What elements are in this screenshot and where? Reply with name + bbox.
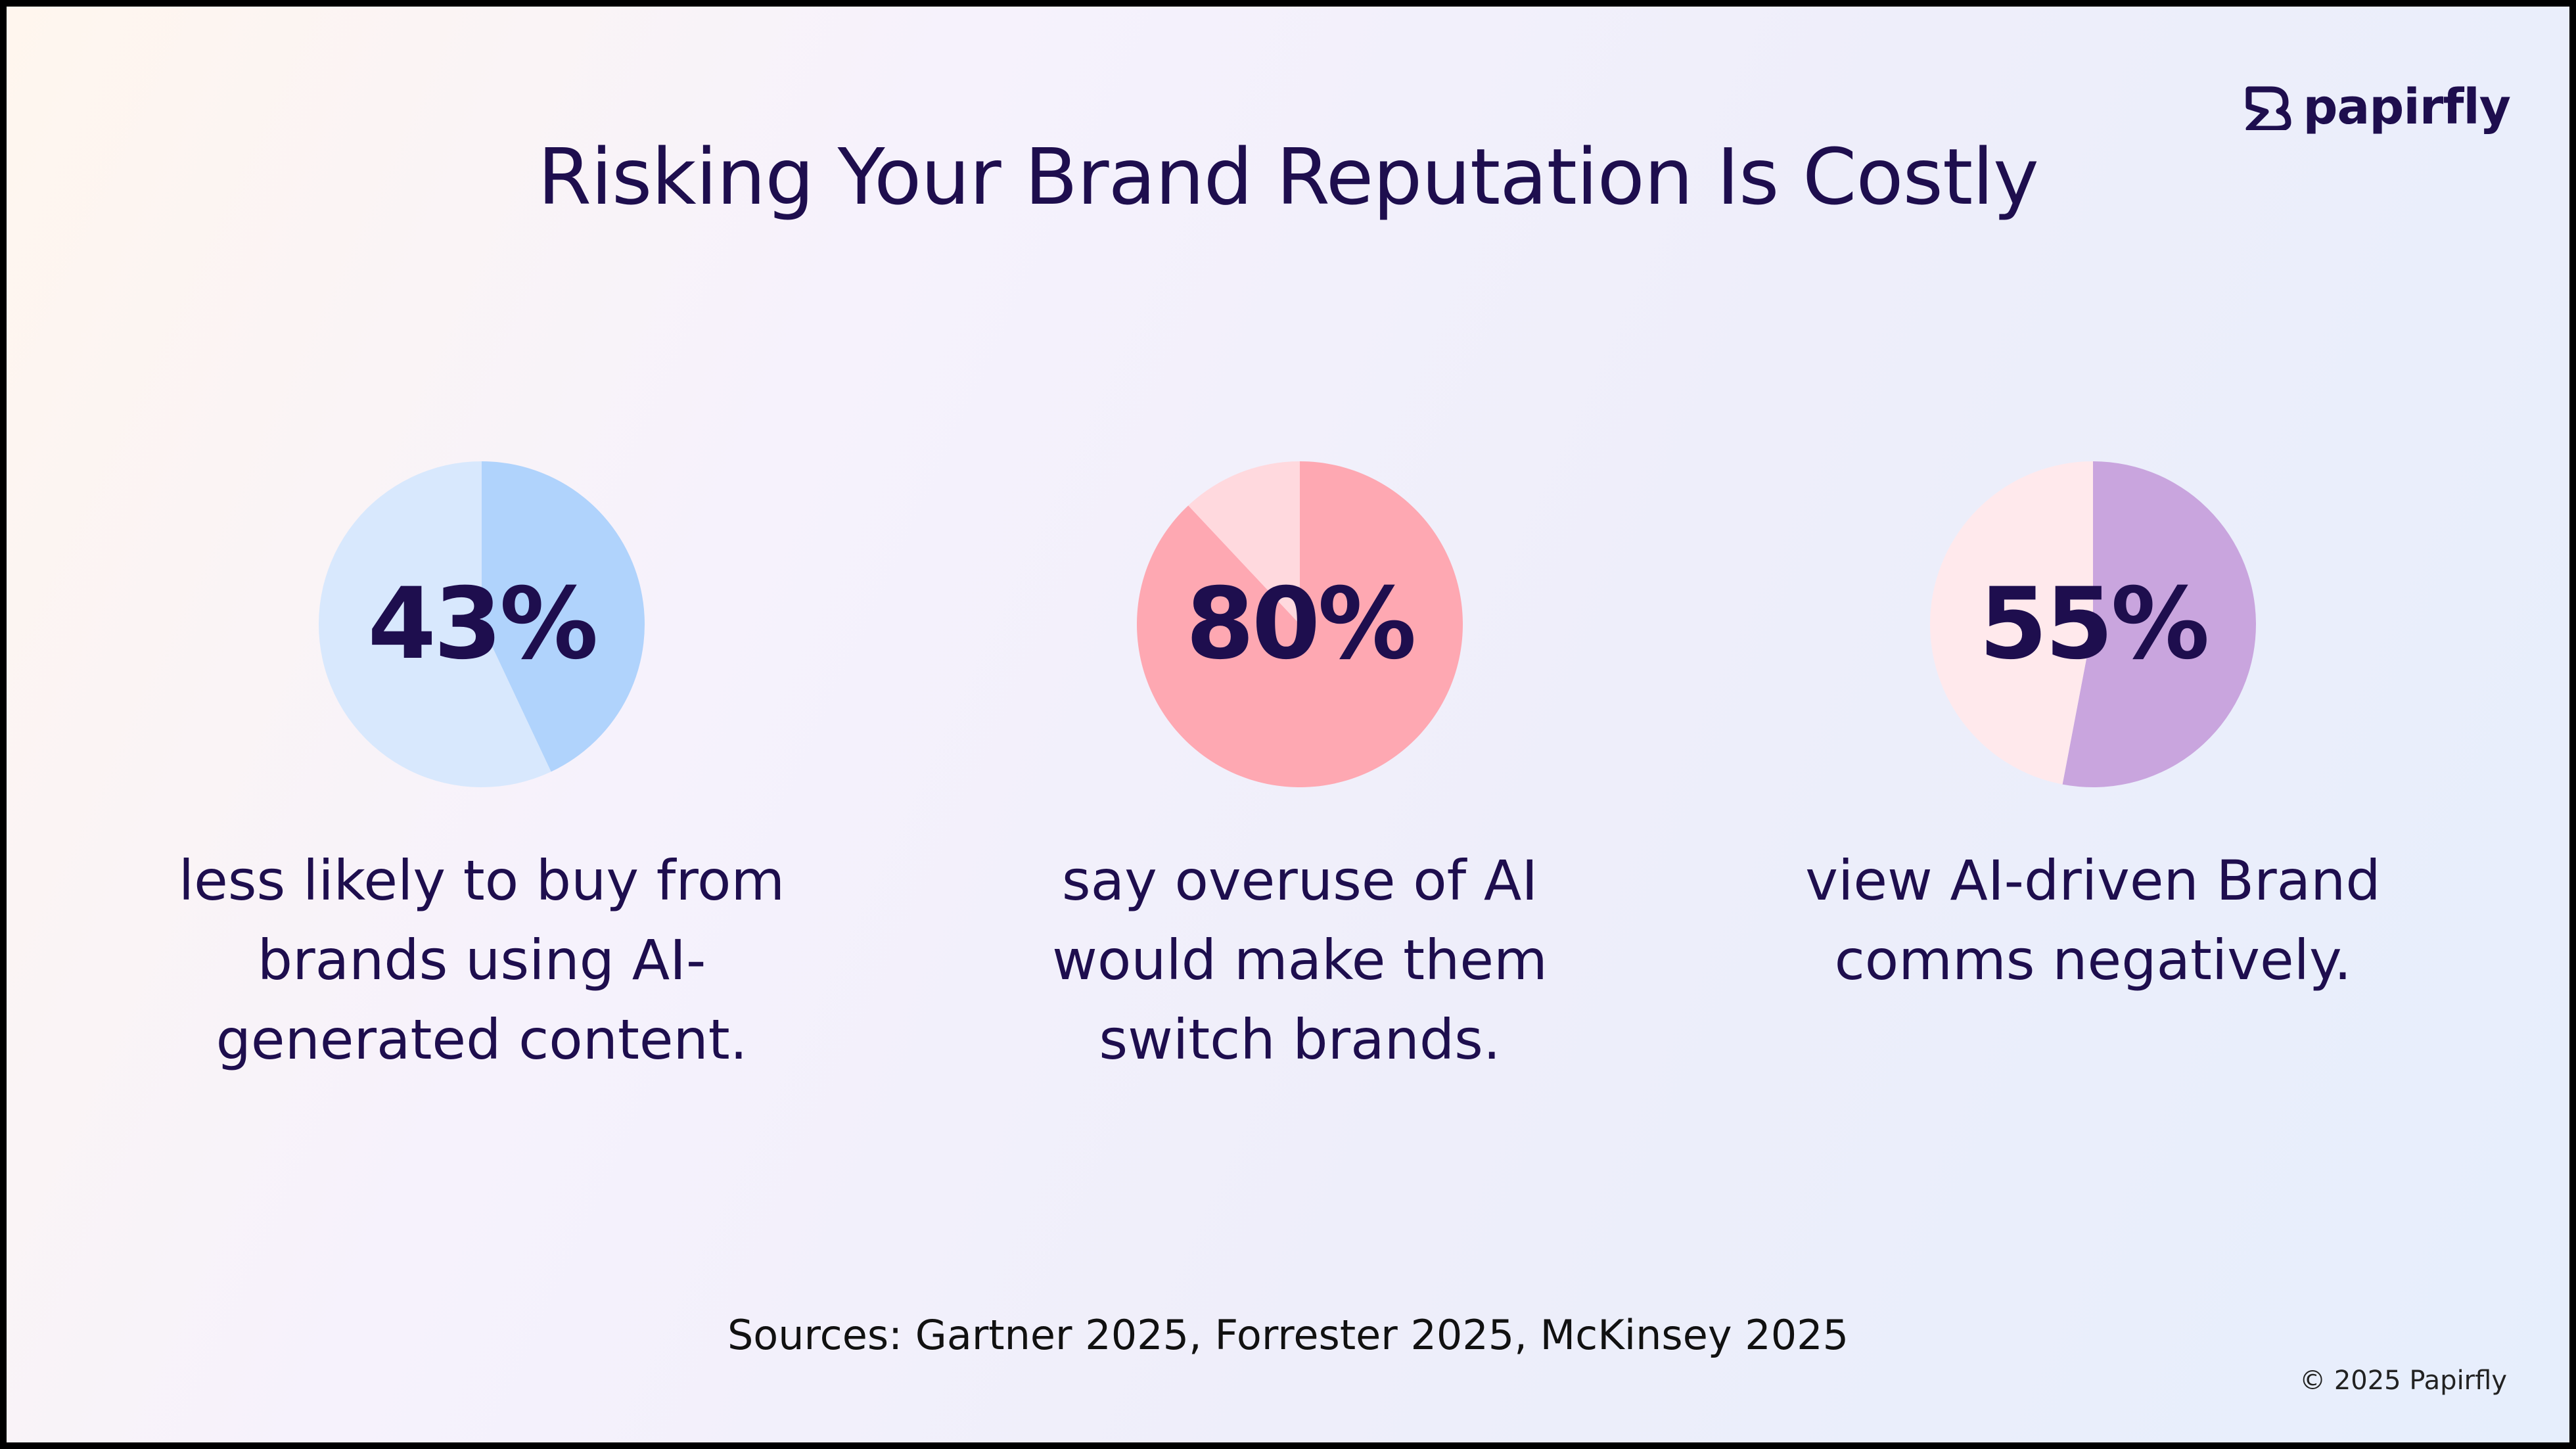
pie-chart-svg bbox=[1930, 461, 2256, 787]
pie-chart: 43% bbox=[317, 460, 646, 789]
pie-slice-highlight bbox=[482, 461, 645, 772]
stat-caption: less likely to buy from brands using AI-… bbox=[178, 848, 785, 1072]
pie-value-label: 43% bbox=[367, 567, 598, 681]
papirfly-logo: papirfly bbox=[2242, 78, 2511, 137]
pie-slice-remainder bbox=[319, 461, 551, 787]
pie-chart: 55% bbox=[1929, 460, 2257, 789]
pie-chart: 80% bbox=[1136, 460, 1464, 789]
papirfly-logo-icon bbox=[2245, 86, 2291, 130]
slide: papirfly Risking Your Brand Reputation I… bbox=[7, 7, 2569, 1442]
page-title: Risking Your Brand Reputation Is Costly bbox=[538, 131, 2039, 222]
stat-caption: say overuse of AI would make them switch… bbox=[1052, 848, 1548, 1072]
pie-slice-remainder bbox=[1930, 461, 2093, 785]
logo-text: papirfly bbox=[2303, 79, 2511, 135]
stat-card: 80% say overuse of AI would make them sw… bbox=[971, 460, 1628, 1080]
pie-chart-svg bbox=[319, 461, 645, 787]
sources-note: Sources: Gartner 2025, Forrester 2025, M… bbox=[727, 1311, 1849, 1359]
pie-value-label: 55% bbox=[1979, 567, 2209, 681]
copyright: © 2025 Papirfly bbox=[2299, 1366, 2507, 1396]
stat-card: 43% less likely to buy from brands using… bbox=[153, 460, 810, 1080]
pie-chart-svg bbox=[1137, 461, 1463, 787]
stat-card: 55% view AI-driven Brand comms negativel… bbox=[1764, 460, 2422, 1000]
pie-slice-highlight bbox=[2062, 461, 2256, 787]
stat-caption: view AI-driven Brand comms negatively. bbox=[1805, 848, 2381, 992]
pie-value-label: 80% bbox=[1185, 567, 1416, 681]
pie-slice-remainder bbox=[1188, 461, 1300, 624]
